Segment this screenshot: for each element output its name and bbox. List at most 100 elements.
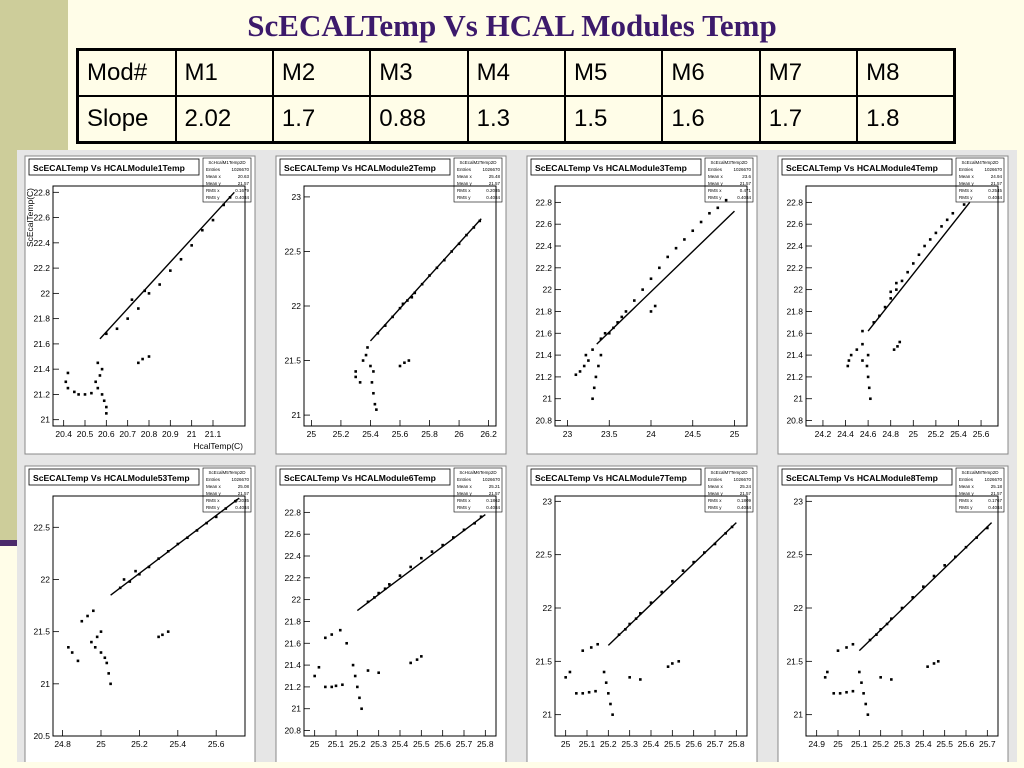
data-point (141, 357, 144, 361)
stats-value: 21.57 (740, 181, 752, 186)
data-point (398, 364, 402, 368)
y-tick-label: 21.5 (284, 356, 301, 366)
data-point (889, 290, 893, 294)
y-tick-label: 22.5 (786, 550, 803, 560)
data-point (67, 646, 70, 649)
data-point (628, 676, 631, 679)
stats-label: Mean x (457, 484, 473, 489)
data-point (591, 397, 594, 401)
data-point (83, 393, 87, 396)
x-tick-label: 20.5 (77, 429, 94, 439)
x-tick-label: 26 (454, 429, 464, 439)
x-tick-label: 25.5 (936, 739, 953, 749)
data-point (473, 521, 476, 525)
x-tick-label: 25.2 (349, 739, 366, 749)
x-tick-label: 25.5 (413, 739, 430, 749)
panel-title-box (28, 468, 200, 486)
stats-label: RMS y (457, 505, 471, 510)
table-cell: M8 (856, 48, 956, 97)
stats-value: 21.57 (238, 491, 250, 496)
data-point (128, 580, 132, 583)
data-point (211, 218, 215, 222)
data-point (940, 225, 943, 228)
data-point (452, 536, 455, 539)
scatter-panel-1: ScECALTemp Vs HCALModule1Temp ScHcalM1Tem… (24, 155, 256, 455)
data-point (868, 638, 872, 642)
data-point (861, 329, 864, 333)
data-point (860, 681, 863, 684)
data-point (369, 364, 372, 368)
y-tick-label: 22 (41, 574, 51, 584)
data-point (945, 218, 949, 222)
y-tick-label: 20.5 (33, 731, 50, 741)
stats-label: Entries (708, 477, 723, 482)
x-tick-label: 20.9 (162, 429, 179, 439)
x-tick-label: 24.2 (815, 429, 832, 439)
stats-value: 1026670 (482, 477, 500, 482)
data-point (169, 269, 172, 272)
data-point (354, 370, 357, 373)
data-point (409, 565, 412, 569)
data-point (73, 390, 76, 394)
data-point (861, 342, 864, 346)
stats-label: Entries (708, 167, 723, 172)
data-point (157, 635, 160, 639)
data-point (64, 380, 68, 384)
stats-label: RMS y (206, 195, 220, 200)
stats-value: 24.94 (991, 174, 1003, 179)
data-point (372, 391, 375, 395)
data-point (681, 569, 685, 572)
data-point (94, 380, 97, 384)
data-point (179, 257, 183, 261)
data-point (115, 327, 119, 331)
stats-box: ScHcalM6Temp2D Entries 1026670 Mean x 25.21 M… (453, 467, 503, 513)
data-point (607, 692, 610, 695)
stats-label: Mean x (206, 484, 222, 489)
data-point (936, 660, 940, 663)
table-row-header: Slope (76, 95, 177, 144)
x-tick-label: 21 (187, 429, 197, 439)
x-tick-label: 25.1 (851, 739, 868, 749)
data-point (691, 229, 695, 233)
data-point (671, 662, 674, 665)
data-point (587, 359, 590, 362)
data-point (407, 359, 411, 362)
data-point (962, 203, 966, 206)
data-point (166, 630, 170, 633)
data-point (137, 307, 140, 310)
data-point (639, 678, 642, 681)
scatter-panel-4: ScECALTemp Vs HCALModule4Temp ScEcalM4Tem… (777, 155, 1009, 455)
y-tick-label: 21 (543, 710, 553, 720)
data-point (866, 375, 870, 379)
data-point (76, 659, 80, 663)
table-cell: 1.7 (271, 95, 372, 144)
data-point (118, 586, 122, 590)
y-tick-label: 22.5 (33, 522, 50, 532)
data-point (324, 636, 327, 640)
plot-frame (805, 185, 999, 427)
panel-background (526, 155, 758, 455)
x-tick-label: 25.3 (894, 739, 911, 749)
stats-title: ScEcalM7Temp2D (710, 470, 748, 475)
y-tick-label: 22.8 (284, 507, 301, 517)
table-cell: M5 (563, 48, 664, 97)
data-point (105, 405, 108, 409)
data-point (847, 359, 851, 362)
stats-value: 0.4084 (486, 195, 500, 200)
stats-label: RMS x (959, 498, 973, 503)
x-tick-label: 24.5 (684, 429, 701, 439)
x-tick-label: 24.4 (837, 429, 854, 439)
data-point (599, 337, 603, 341)
data-point (917, 253, 921, 257)
data-point (435, 266, 439, 270)
x-tick-label: 25 (561, 739, 571, 749)
stats-value: 0.4084 (988, 505, 1002, 510)
data-point (568, 670, 572, 674)
data-point (861, 359, 864, 362)
data-point (703, 551, 706, 554)
data-point (190, 244, 193, 247)
panel-title: ScECALTemp Vs HCALModule7Temp (535, 473, 687, 483)
y-tick-label: 21.5 (33, 627, 50, 637)
y-tick-label: 21.8 (33, 314, 50, 324)
stats-label: RMS x (206, 188, 220, 193)
